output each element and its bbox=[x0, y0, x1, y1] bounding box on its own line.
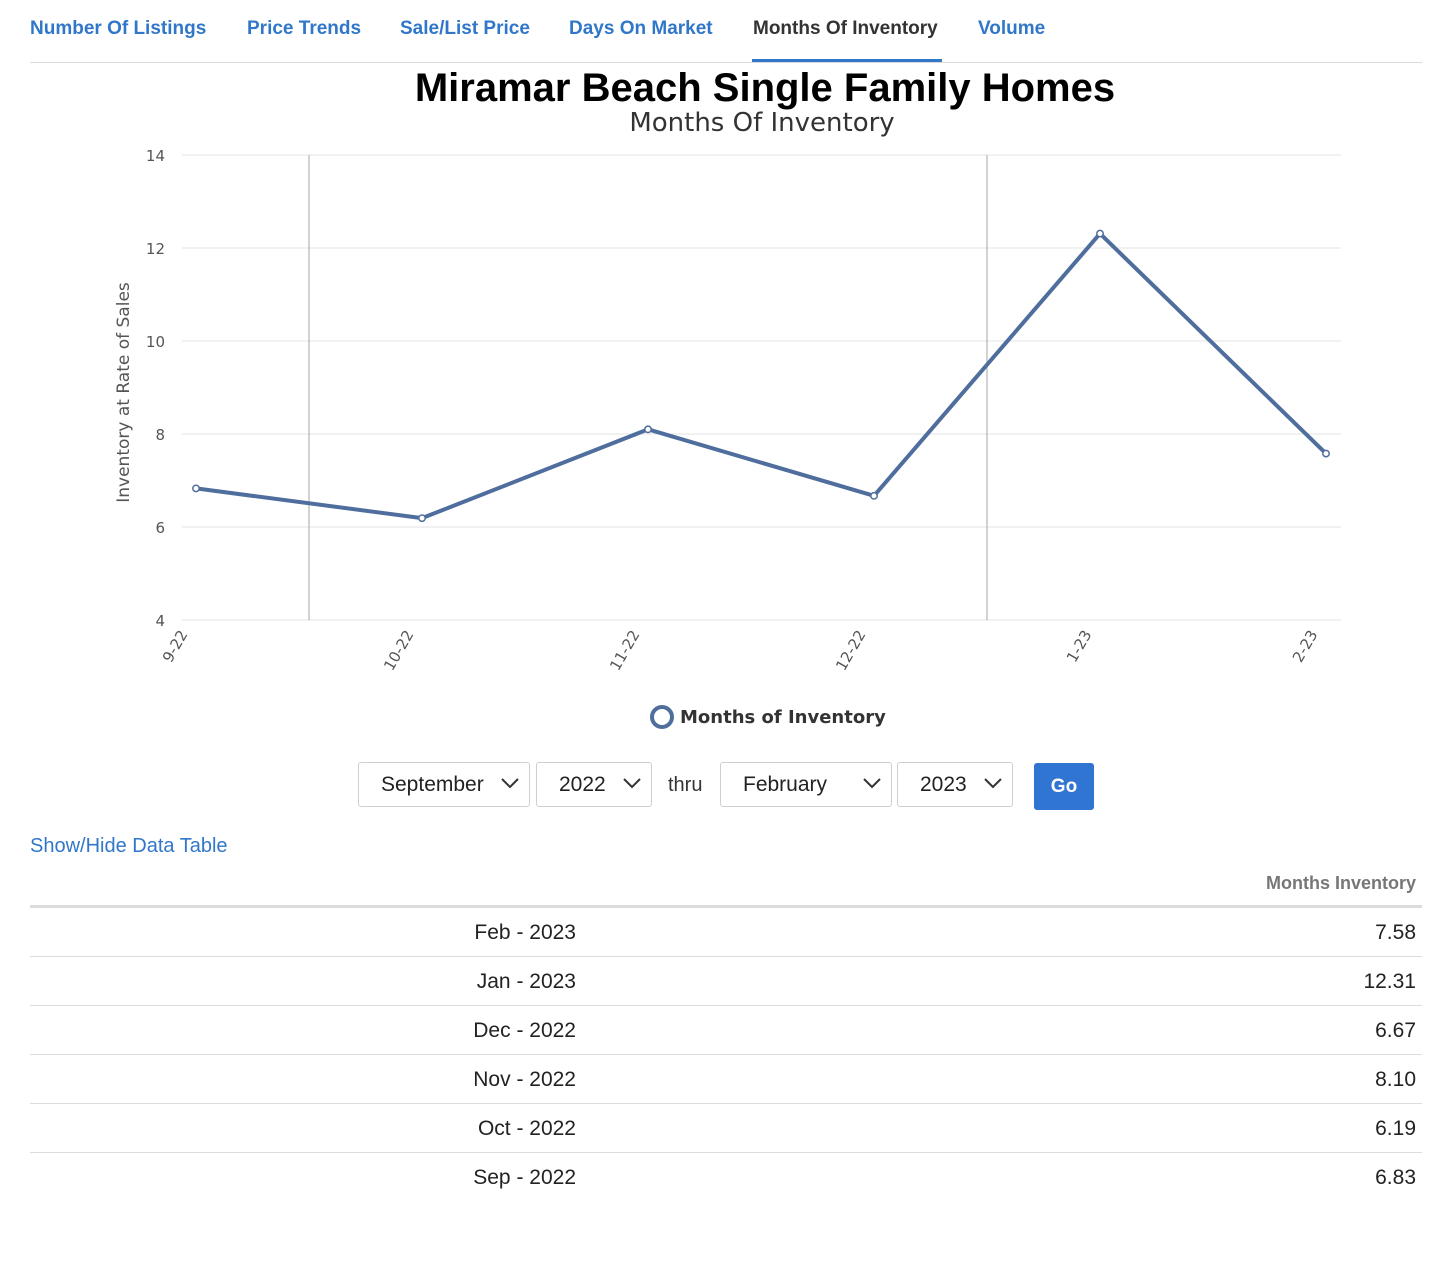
end-month-select[interactable]: February bbox=[720, 762, 892, 807]
line-chart: 4 6 8 10 12 14 Inventory at Rate of Sales 9-22 1… bbox=[114, 147, 1341, 674]
chevron-down-icon bbox=[501, 778, 519, 789]
tab-sale-list-price[interactable]: Sale/List Price bbox=[400, 18, 530, 39]
row-value: 7.58 bbox=[1375, 921, 1416, 944]
chart-title: Miramar Beach Single Family Homes bbox=[414, 66, 1116, 110]
thru-label: thru bbox=[668, 774, 703, 796]
show-hide-data-table-link[interactable]: Show/Hide Data Table bbox=[30, 835, 228, 857]
row-period: Sep - 2022 bbox=[473, 1166, 576, 1189]
table-row: Sep - 2022 6.83 bbox=[30, 1153, 1422, 1202]
table-row: Oct - 2022 6.19 bbox=[30, 1104, 1422, 1153]
end-year-select[interactable]: 2023 bbox=[897, 762, 1013, 807]
row-value: 12.31 bbox=[1363, 970, 1416, 993]
y-tick-label: 8 bbox=[155, 426, 165, 444]
y-tick-label: 4 bbox=[155, 612, 165, 630]
table-row: Dec - 2022 6.67 bbox=[30, 1006, 1422, 1055]
tab-bar: Number Of Listings Price Trends Sale/Lis… bbox=[30, 0, 1422, 63]
tab-volume[interactable]: Volume bbox=[978, 18, 1046, 39]
row-value: 8.10 bbox=[1375, 1068, 1416, 1091]
tab-months-of-inventory[interactable]: Months Of Inventory bbox=[753, 18, 938, 39]
start-month-value: September bbox=[381, 773, 484, 796]
tab-number-of-listings[interactable]: Number Of Listings bbox=[30, 18, 207, 39]
x-tick-label: 11-22 bbox=[606, 627, 643, 674]
row-value: 6.83 bbox=[1375, 1166, 1416, 1189]
chevron-down-icon bbox=[863, 778, 881, 789]
table-row: Feb - 2023 7.58 bbox=[30, 908, 1422, 957]
end-year-value: 2023 bbox=[920, 773, 967, 796]
chevron-down-icon bbox=[623, 778, 641, 789]
x-tick-label: 9-22 bbox=[159, 627, 192, 665]
x-tick-label: 1-23 bbox=[1063, 627, 1096, 665]
table-row: Nov - 2022 8.10 bbox=[30, 1055, 1422, 1104]
column-header-months-inventory: Months Inventory bbox=[1265, 873, 1416, 893]
data-point bbox=[1322, 449, 1330, 458]
active-tab-indicator bbox=[752, 59, 942, 62]
legend-circle-icon bbox=[650, 705, 674, 729]
tab-price-trends[interactable]: Price Trends bbox=[247, 18, 362, 39]
y-tick-label: 12 bbox=[146, 240, 165, 258]
data-point bbox=[1096, 229, 1104, 238]
x-tick-label: 10-22 bbox=[380, 627, 417, 674]
data-point bbox=[418, 514, 426, 523]
table-row: Jan - 2023 12.31 bbox=[30, 957, 1422, 1006]
go-button[interactable]: Go bbox=[1034, 763, 1094, 810]
row-period: Jan - 2023 bbox=[476, 970, 576, 993]
table-header: Months Inventory bbox=[30, 860, 1422, 908]
data-point bbox=[192, 484, 200, 493]
row-value: 6.67 bbox=[1375, 1019, 1416, 1042]
tab-days-on-market[interactable]: Days On Market bbox=[569, 18, 713, 39]
data-table: Months Inventory Feb - 2023 7.58 Jan - 2… bbox=[30, 860, 1422, 1202]
data-point bbox=[644, 425, 652, 434]
chart-legend[interactable]: Months of Inventory bbox=[650, 705, 886, 729]
row-period: Oct - 2022 bbox=[477, 1117, 576, 1140]
end-month-value: February bbox=[743, 773, 828, 796]
row-period: Feb - 2023 bbox=[474, 921, 576, 944]
x-tick-label: 2-23 bbox=[1289, 627, 1322, 665]
y-tick-label: 10 bbox=[146, 333, 165, 351]
x-tick-label: 12-22 bbox=[832, 627, 869, 674]
row-period: Dec - 2022 bbox=[473, 1019, 576, 1042]
chart-subtitle: Months Of Inventory bbox=[629, 108, 895, 138]
y-tick-label: 6 bbox=[155, 519, 165, 537]
y-tick-label: 14 bbox=[146, 147, 165, 165]
row-value: 6.19 bbox=[1375, 1117, 1416, 1140]
data-point bbox=[870, 491, 878, 500]
start-month-select[interactable]: September bbox=[358, 762, 530, 807]
y-axis-label: Inventory at Rate of Sales bbox=[114, 282, 134, 503]
legend-label: Months of Inventory bbox=[680, 706, 886, 728]
chevron-down-icon bbox=[984, 778, 1002, 789]
start-year-select[interactable]: 2022 bbox=[536, 762, 652, 807]
row-period: Nov - 2022 bbox=[473, 1068, 576, 1091]
start-year-value: 2022 bbox=[559, 773, 606, 796]
series-line bbox=[195, 231, 1328, 521]
